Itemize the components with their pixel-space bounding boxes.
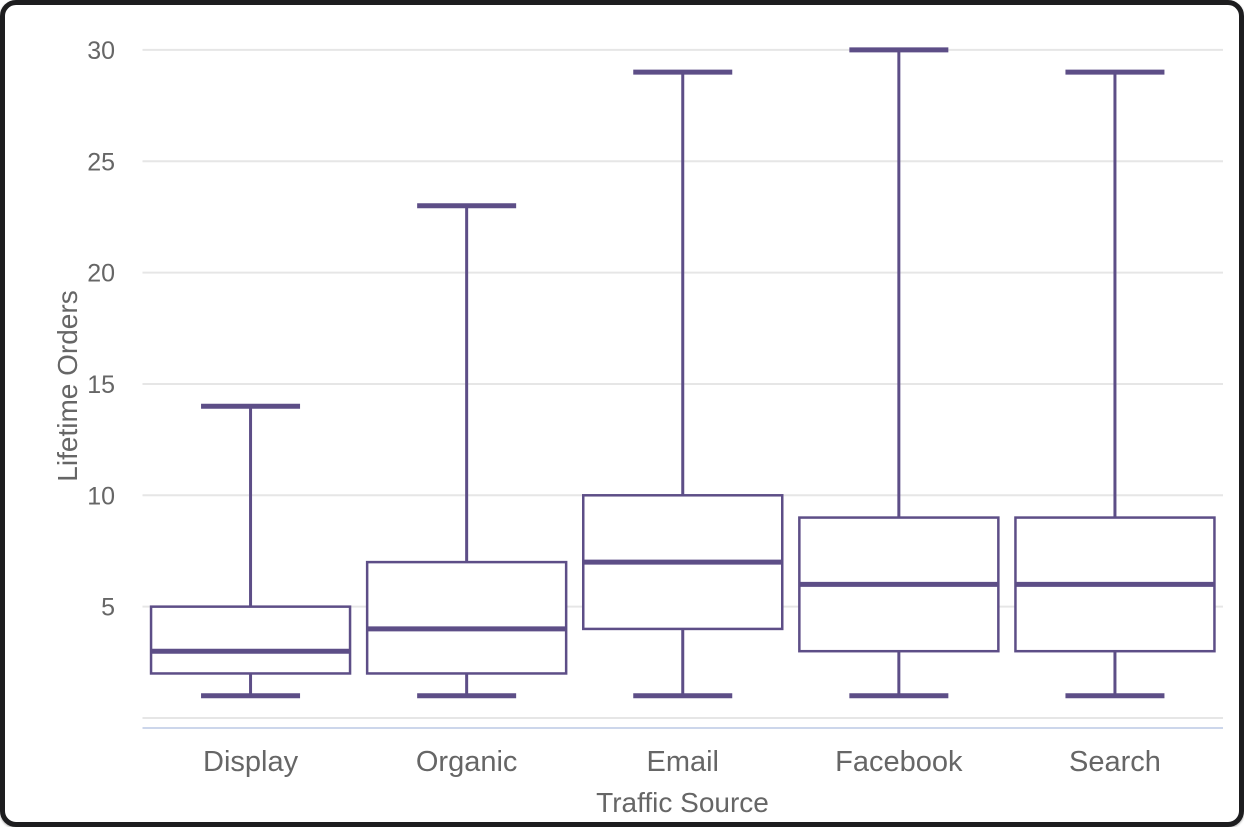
x-category-label: Organic: [416, 746, 518, 778]
iqr-box: [149, 605, 352, 675]
y-tick-label: 20: [87, 260, 115, 288]
y-tick-label: 5: [101, 594, 115, 622]
box-display[interactable]: [149, 403, 352, 699]
x-category-label: Search: [1069, 746, 1161, 778]
box-organic[interactable]: [365, 203, 568, 699]
box-search[interactable]: [1014, 69, 1216, 699]
y-tick-label: 25: [87, 148, 115, 176]
x-category-label: Display: [203, 746, 299, 778]
x-category-label: Email: [646, 746, 719, 778]
boxplot-chart: 5 10 15 20 25 30 Display Organic Email Facebook Se…: [5, 5, 1239, 822]
y-tick-label: 10: [87, 482, 115, 510]
box-email[interactable]: [582, 69, 784, 699]
iqr-box: [365, 560, 568, 675]
plot-svg: 5 10 15 20 25 30 Display Organic Email Facebook Se…: [87, 37, 1223, 778]
y-axis-title: Lifetime Orders: [52, 290, 83, 482]
x-category-label: Facebook: [835, 746, 963, 778]
y-tick-label: 15: [87, 371, 115, 399]
box-facebook[interactable]: [798, 47, 1000, 699]
x-axis-title: Traffic Source: [596, 787, 769, 818]
y-tick-label: 30: [87, 37, 115, 65]
